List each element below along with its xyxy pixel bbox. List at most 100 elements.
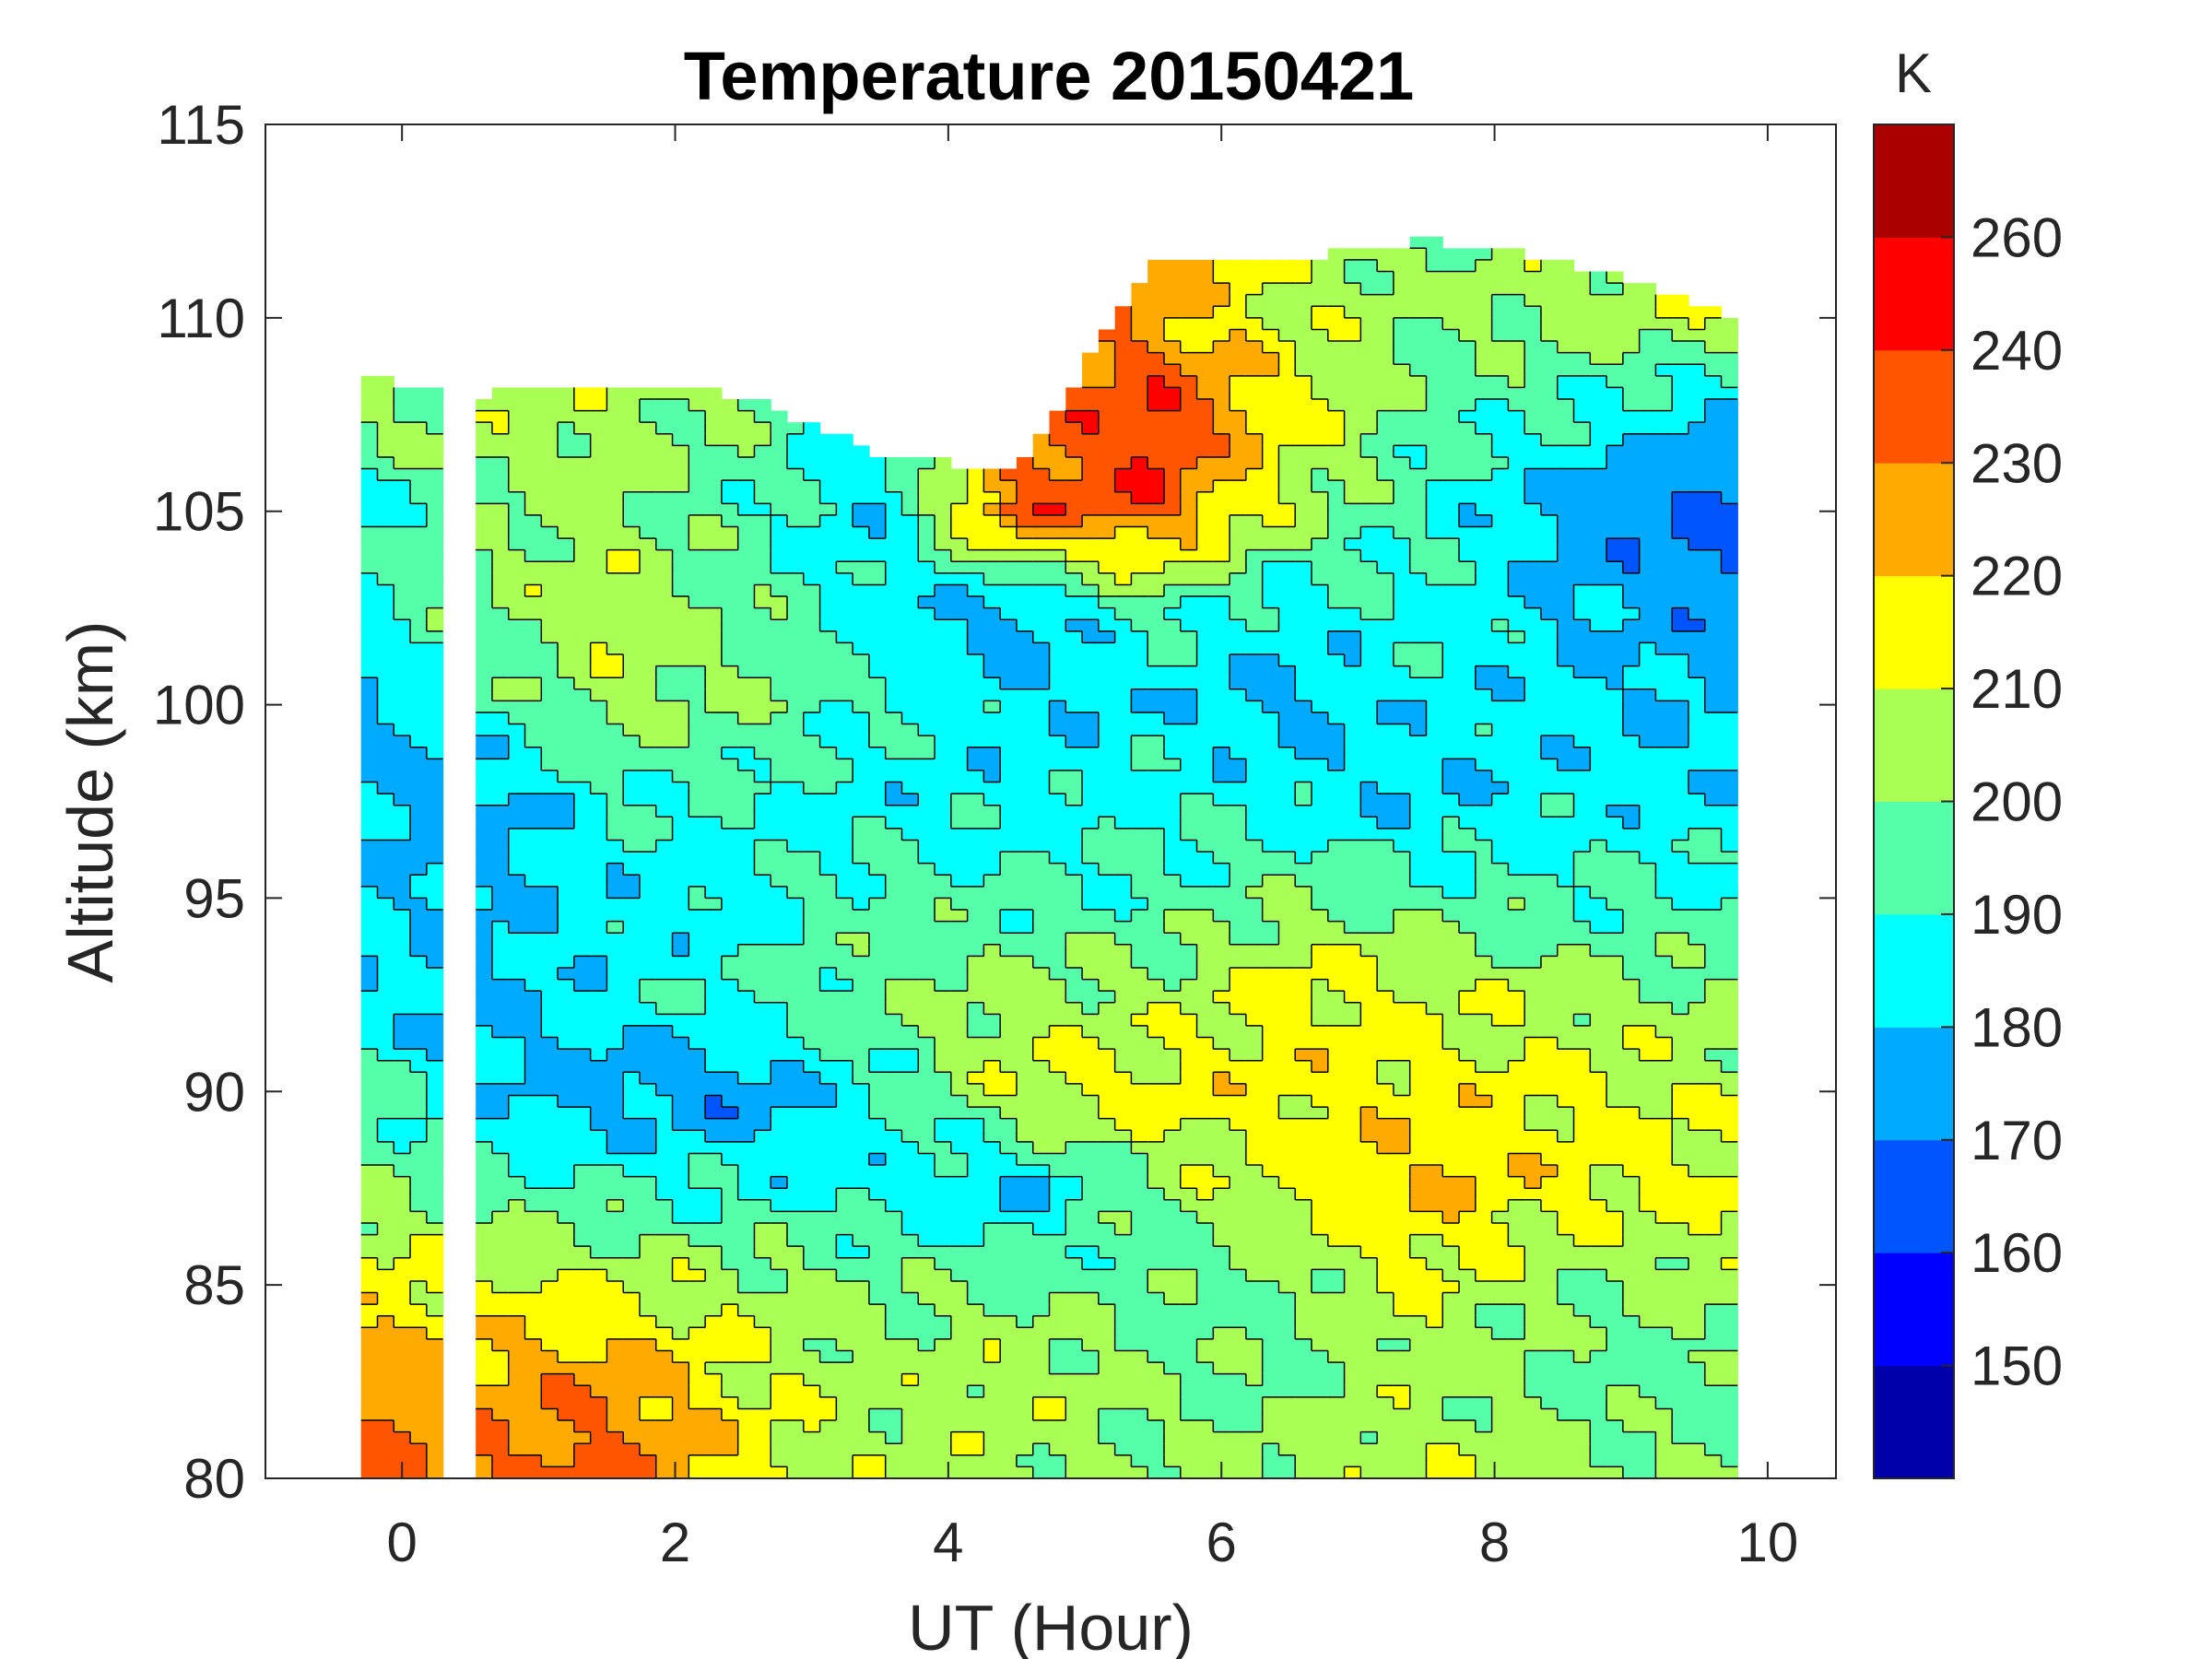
contour-cell (803, 805, 821, 818)
contour-cell (1312, 1443, 1329, 1456)
contour-cell (426, 817, 444, 830)
contour-cell (1606, 794, 1624, 806)
contour-cell (901, 1443, 919, 1456)
contour-cell (1344, 794, 1361, 806)
contour-cell (853, 1153, 870, 1166)
contour-cell (935, 1304, 952, 1317)
contour-cell (918, 1095, 935, 1108)
contour-cell (1295, 967, 1312, 981)
contour-cell (1442, 1246, 1460, 1259)
contour-cell (1409, 1362, 1428, 1375)
contour-cell (1230, 1257, 1247, 1270)
contour-cell (935, 1385, 952, 1398)
contour-cell (868, 1396, 887, 1410)
contour-cell (721, 1327, 739, 1340)
contour-cell (705, 840, 723, 853)
contour-cell (1721, 944, 1738, 957)
contour-cell (688, 1408, 706, 1421)
contour-cell (688, 1199, 706, 1212)
contour-cell (1557, 921, 1575, 934)
contour-cell (1704, 979, 1723, 992)
contour-cell (491, 1188, 510, 1201)
contour-cell (1245, 1002, 1264, 1015)
contour-cell (1262, 921, 1280, 934)
contour-cell (918, 1420, 935, 1433)
contour-cell (1230, 1083, 1247, 1097)
contour-cell (950, 1373, 969, 1386)
contour-cell (1230, 1269, 1247, 1282)
contour-cell (410, 910, 428, 923)
contour-cell (1213, 1362, 1230, 1375)
contour-cell (1082, 921, 1100, 934)
contour-cell (1459, 1095, 1477, 1108)
contour-cell (1147, 956, 1165, 969)
contour-cell (1082, 1060, 1100, 1073)
contour-cell (476, 979, 493, 992)
contour-cell (410, 1315, 428, 1328)
contour-cell (1688, 1014, 1706, 1027)
contour-cell (1114, 1153, 1133, 1166)
contour-cell (1409, 1002, 1428, 1015)
contour-cell (737, 1443, 756, 1456)
contour-cell (360, 991, 379, 1004)
contour-cell (885, 875, 903, 888)
contour-cell (1590, 1257, 1607, 1270)
contour-cell (524, 805, 542, 818)
contour-cell (705, 967, 723, 981)
contour-cell (885, 1153, 903, 1166)
contour-cell (721, 875, 739, 888)
contour-cell (1426, 1292, 1443, 1305)
contour-cell (935, 1002, 952, 1015)
contour-cell (983, 933, 1001, 946)
contour-cell (1230, 1060, 1247, 1073)
contour-cell (1459, 979, 1477, 992)
contour-cell (1114, 1002, 1133, 1015)
contour-cell (885, 1304, 903, 1317)
contour-cell (476, 1199, 493, 1212)
contour-cell (771, 1165, 788, 1178)
contour-cell (771, 1107, 788, 1120)
contour-cell (1196, 1443, 1214, 1456)
contour-cell (394, 1095, 411, 1108)
contour-cell (1426, 967, 1443, 981)
contour-cell (1426, 1304, 1443, 1317)
contour-cell (918, 1072, 935, 1085)
contour-cell (1114, 1049, 1133, 1062)
contour-cell (541, 1350, 559, 1363)
contour-cell (688, 1280, 706, 1294)
contour-cell (1245, 1408, 1264, 1421)
contour-cell (868, 1060, 887, 1073)
contour-cell (1230, 1153, 1247, 1166)
contour-cell (1163, 1280, 1182, 1294)
contour-cell (394, 1373, 411, 1386)
contour-cell (868, 1199, 887, 1212)
contour-cell (1639, 1153, 1657, 1166)
contour-cell (541, 1188, 559, 1201)
contour-cell (606, 1072, 624, 1085)
contour-cell (836, 1072, 853, 1085)
contour-cell (1573, 1188, 1591, 1201)
contour-cell (1540, 875, 1559, 888)
contour-cell (1426, 770, 1443, 783)
contour-cell (771, 1269, 788, 1282)
contour-cell (1000, 794, 1018, 806)
contour-cell (377, 1327, 394, 1340)
contour-cell (1491, 910, 1509, 923)
contour-cell (901, 910, 919, 923)
contour-cell (1360, 1211, 1378, 1224)
contour-cell (1344, 1304, 1361, 1317)
contour-cell (476, 1257, 493, 1270)
contour-cell (1180, 1072, 1198, 1085)
contour-cell (1606, 1176, 1624, 1189)
contour-cell (1032, 1280, 1051, 1294)
contour-cell (623, 1304, 641, 1317)
contour-cell (672, 1176, 689, 1189)
contour-cell (1278, 1420, 1296, 1433)
contour-cell (803, 1234, 821, 1247)
contour-cell (1196, 1420, 1214, 1433)
contour-cell (1672, 910, 1689, 923)
contour-cell (1000, 921, 1018, 934)
contour-cell (901, 863, 919, 876)
contour-cell (1508, 1292, 1525, 1305)
contour-cell (377, 886, 394, 900)
